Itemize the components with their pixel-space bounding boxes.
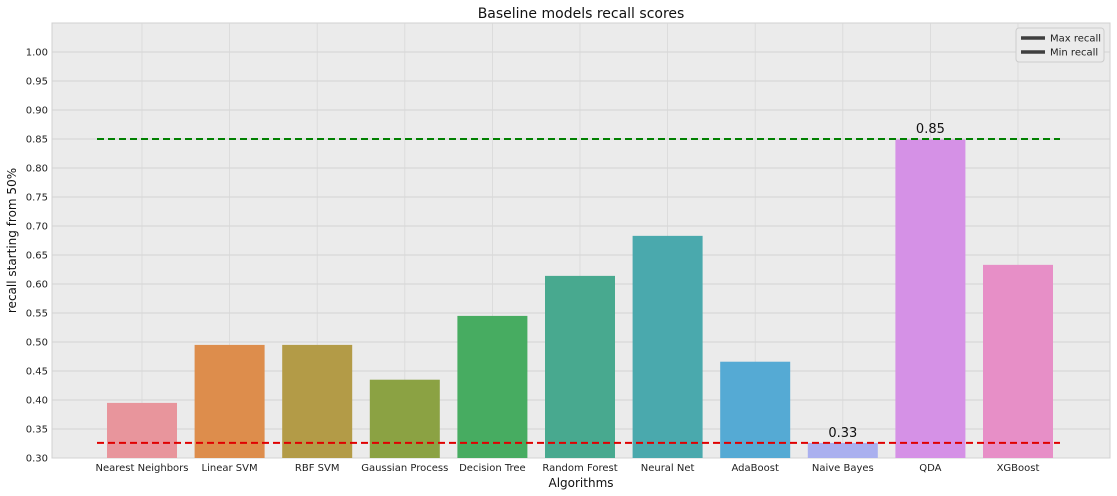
bar [983, 264, 1053, 458]
y-tick-label: 0.35 [26, 425, 48, 436]
legend-label: Max recall [1050, 34, 1101, 45]
bar [282, 344, 353, 458]
x-tick-label: XGBoost [997, 463, 1040, 474]
y-tick-label: 0.90 [26, 106, 48, 117]
annotations: 0.85 0.33 [828, 122, 945, 441]
y-axis: 0.30 0.35 0.40 0.45 0.50 0.55 0.60 0.65 0.70 0.75… [26, 48, 48, 465]
x-axis: Nearest Neighbors Linear SVM RBF SVM Gaussi… [96, 463, 1040, 474]
y-tick-label: 0.80 [26, 164, 48, 175]
y-tick-label: 1.00 [26, 48, 48, 59]
y-tick-label: 0.40 [26, 396, 48, 407]
data-label: 0.33 [828, 426, 857, 441]
legend: Max recall Min recall [1015, 27, 1105, 63]
bar [369, 379, 440, 458]
x-axis-label: Algorithms [548, 476, 613, 490]
y-tick-label: 0.65 [26, 251, 48, 262]
x-tick-label: Neural Net [641, 463, 695, 474]
y-tick-label: 0.55 [26, 309, 48, 320]
y-tick-label: 0.95 [26, 77, 48, 88]
bar [194, 344, 265, 458]
x-tick-label: Nearest Neighbors [96, 463, 189, 474]
y-tick-label: 0.70 [26, 222, 48, 233]
y-axis-label: recall starting from 50% [5, 168, 19, 313]
y-tick-label: 0.45 [26, 367, 48, 378]
x-tick-label: Random Forest [542, 463, 617, 474]
x-tick-label: RBF SVM [295, 463, 340, 474]
x-tick-label: Gaussian Process [361, 463, 448, 474]
x-tick-label: Decision Tree [459, 463, 526, 474]
y-tick-label: 0.50 [26, 338, 48, 349]
legend-label: Min recall [1050, 48, 1098, 59]
x-tick-label: Linear SVM [202, 463, 258, 474]
bar [457, 315, 528, 458]
y-tick-label: 0.60 [26, 280, 48, 291]
bar [632, 235, 703, 458]
reference-lines [97, 138, 1060, 444]
y-tick-label: 0.85 [26, 135, 48, 146]
x-tick-label: AdaBoost [732, 463, 779, 474]
chart-title: Baseline models recall scores [478, 6, 685, 22]
bar [720, 361, 791, 458]
bars-group [107, 139, 1053, 458]
data-label: 0.85 [916, 122, 945, 137]
y-tick-label: 0.30 [26, 454, 48, 465]
x-tick-label: QDA [919, 463, 941, 474]
y-tick-label: 0.75 [26, 193, 48, 204]
bar [107, 402, 177, 458]
bar [545, 275, 615, 458]
x-tick-label: Naive Bayes [812, 463, 874, 474]
bar [807, 442, 878, 458]
bar [895, 139, 966, 458]
